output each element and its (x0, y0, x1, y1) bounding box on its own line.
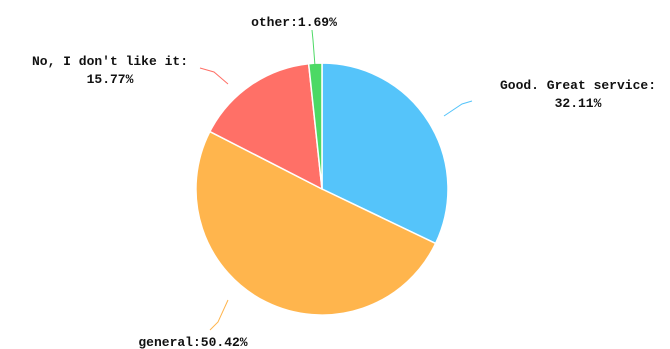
pie-slice-general[interactable] (195, 130, 437, 316)
slice-label-dislike-name: No, I don't like it (32, 54, 180, 69)
leader-line-other (311, 29, 316, 67)
slice-label-general-name: general (138, 335, 193, 349)
slice-label-good-great-service-name: Good. Great service (500, 78, 648, 93)
leader-line-dislike (199, 67, 229, 85)
pie-slice-other[interactable] (307, 62, 323, 190)
slice-label-general: general:50.42% (138, 335, 247, 349)
pie-slices (195, 62, 449, 316)
pie-slice-dislike[interactable] (208, 62, 323, 191)
leader-lines (199, 29, 473, 331)
slice-label-other-value: 1.69% (298, 15, 337, 30)
slice-label-other: other:1.69% (251, 15, 337, 30)
slice-label-general-value: 50.42% (201, 335, 248, 349)
slice-label-dislike-value: 15.77% (87, 72, 134, 87)
slice-label-good-great-service-value: 32.11% (555, 96, 602, 111)
leader-line-good-great-service (443, 100, 473, 117)
slice-label-other-name: other (251, 15, 290, 30)
leader-line-general (209, 299, 229, 331)
slice-label-dislike: No, I don't like it: (32, 54, 188, 69)
slice-label-good-great-service: Good. Great service: (500, 78, 656, 93)
pie-slice-good-great-service[interactable] (321, 62, 449, 245)
